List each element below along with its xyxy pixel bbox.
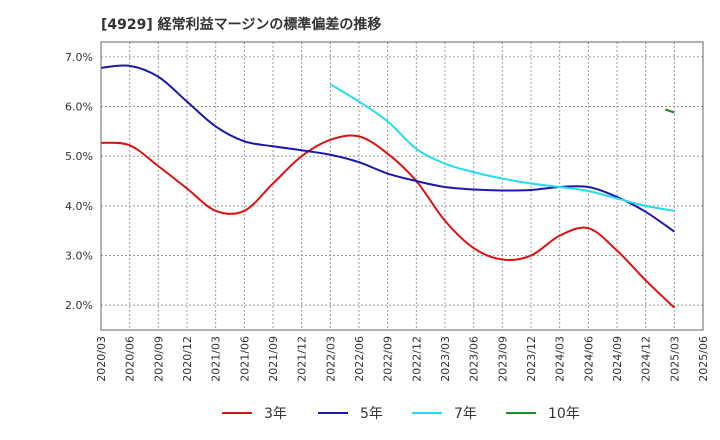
grid-lines [100,42,704,330]
y-tick-label: 3.0% [65,250,93,263]
y-tick-label: 4.0% [65,200,93,213]
x-tick-label: 2023/12 [525,336,538,382]
x-tick-label: 2021/03 [210,336,223,382]
x-tick-label: 2023/09 [496,336,509,382]
x-axis-ticks: 2020/03 2020/06 2020/09 2020/12 2021/03 2021/… [95,336,710,382]
x-tick-label: 2021/06 [238,336,251,382]
y-tick-label: 7.0% [65,51,93,64]
x-tick-label: 2025/06 [697,336,710,382]
y-tick-label: 2.0% [65,299,93,312]
x-tick-label: 2021/12 [296,336,309,382]
x-tick-label: 2020/12 [181,336,194,382]
x-tick-label: 2024/12 [640,336,653,382]
series-line-4 [665,108,675,114]
x-tick-label: 2020/03 [95,336,108,382]
legend-label: 3年 [264,406,287,422]
legend-label: 5年 [360,406,383,422]
series-line-3 [329,83,675,212]
series-line-2 [100,64,675,233]
y-axis-ticks: 2.0% 3.0% 4.0% 5.0% 6.0% 7.0% [65,51,93,312]
legend-label: 10年 [548,406,580,422]
y-tick-label: 6.0% [65,101,93,114]
plot-frame [100,41,704,331]
x-tick-label: 2020/06 [124,336,137,382]
legend: 3年 5年 7年 10年 [222,406,580,422]
y-tick-label: 5.0% [65,150,93,163]
x-tick-label: 2024/09 [611,336,624,382]
x-tick-label: 2023/03 [439,336,452,382]
x-tick-label: 2022/12 [410,336,423,382]
x-tick-label: 2023/06 [468,336,481,382]
x-tick-label: 2021/09 [267,336,280,382]
series-line-1 [100,134,676,309]
x-tick-label: 2022/03 [324,336,337,382]
x-tick-label: 2022/09 [382,336,395,382]
chart-title: [4929] 経常利益マージンの標準偏差の推移 [101,17,382,33]
x-tick-label: 2024/03 [554,336,567,382]
x-tick-label: 2024/06 [582,336,595,382]
series-lines [100,64,676,309]
legend-label: 7年 [454,406,477,422]
x-tick-label: 2025/03 [668,336,681,382]
x-tick-label: 2022/06 [353,336,366,382]
x-tick-label: 2020/09 [152,336,165,382]
